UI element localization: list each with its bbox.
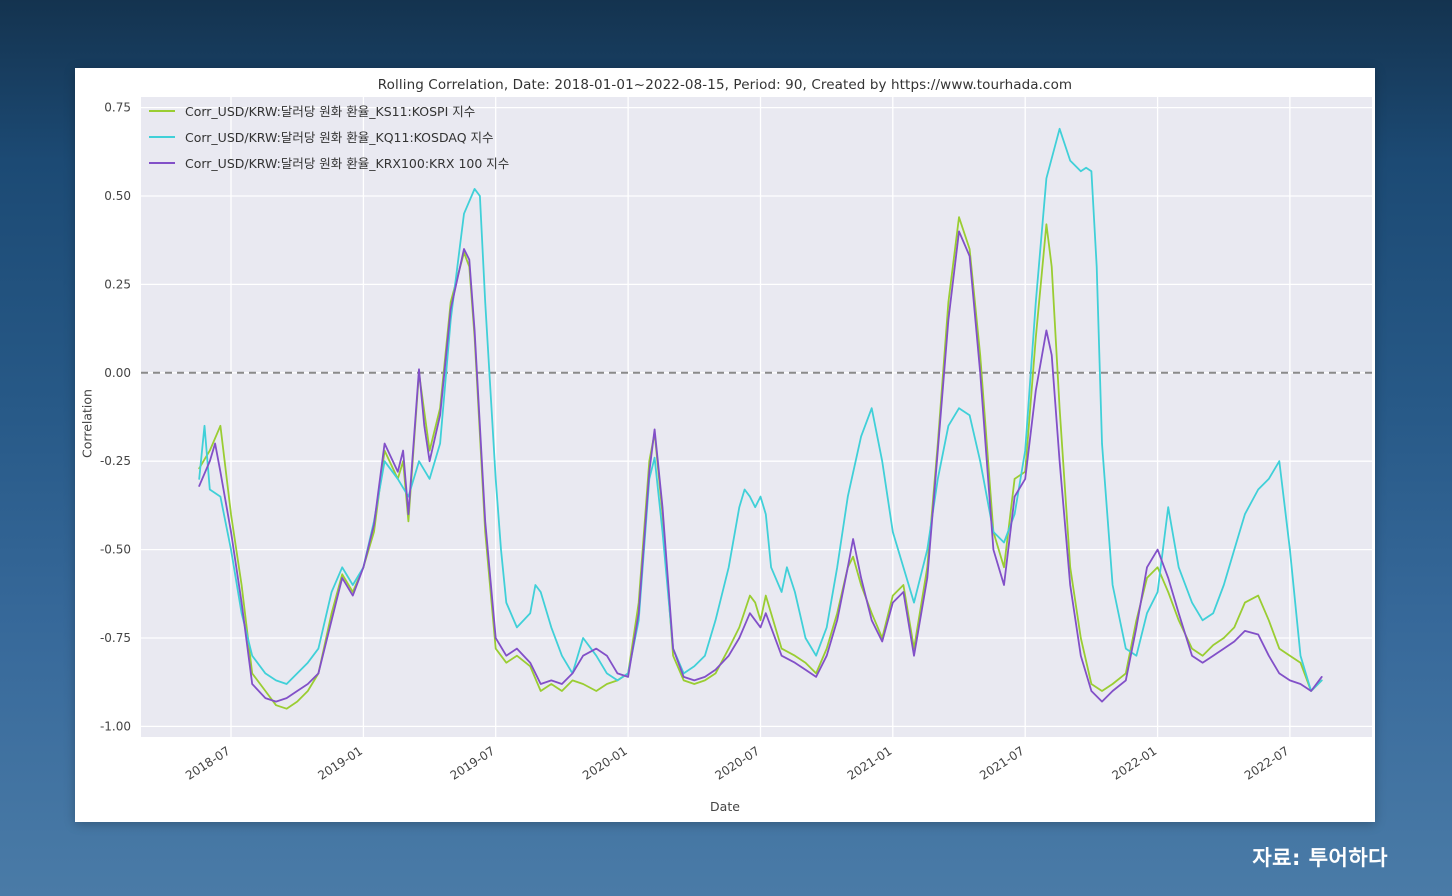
svg-text:0.75: 0.75: [104, 101, 131, 115]
svg-text:-0.25: -0.25: [100, 454, 131, 468]
svg-text:2019-07: 2019-07: [448, 744, 498, 783]
svg-text:2022-07: 2022-07: [1242, 744, 1292, 783]
chart-svg: 2018-07 2019-01 2019-07 2020-01 2020-07 2021-…: [100, 97, 1372, 783]
svg-text:-0.75: -0.75: [100, 631, 131, 645]
svg-text:2019-01: 2019-01: [315, 744, 365, 783]
svg-text:0.00: 0.00: [104, 366, 131, 380]
legend-item-kosdaq: Corr_USD/KRW:달러당 원화 환율_KQ11:KOSDAQ 지수: [149, 127, 509, 146]
kosdaq-line-swatch-icon: [149, 135, 175, 138]
svg-text:2020-07: 2020-07: [712, 744, 762, 783]
chart-card: Rolling Correlation, Date: 2018-01-01~20…: [75, 68, 1375, 822]
svg-text:0.50: 0.50: [104, 189, 131, 203]
legend-label-kosdaq: Corr_USD/KRW:달러당 원화 환율_KQ11:KOSDAQ 지수: [185, 130, 494, 145]
svg-text:-1.00: -1.00: [100, 719, 131, 733]
svg-text:2021-07: 2021-07: [977, 744, 1027, 783]
svg-text:2021-01: 2021-01: [845, 744, 895, 783]
chart-legend: Corr_USD/KRW:달러당 원화 환율_KS11:KOSPI 지수 Cor…: [149, 101, 509, 172]
kospi-line-swatch-icon: [149, 109, 175, 112]
chart-title: Rolling Correlation, Date: 2018-01-01~20…: [377, 77, 1073, 93]
legend-label-kospi: Corr_USD/KRW:달러당 원화 환율_KS11:KOSPI 지수: [185, 104, 476, 119]
krx100-line-swatch-icon: [149, 161, 175, 164]
svg-text:2022-01: 2022-01: [1110, 744, 1160, 783]
svg-text:0.25: 0.25: [104, 277, 131, 291]
x-axis-label: Date: [710, 799, 740, 814]
legend-item-kospi: Corr_USD/KRW:달러당 원화 환율_KS11:KOSPI 지수: [149, 101, 509, 120]
y-axis-label: Correlation: [79, 389, 95, 458]
legend-label-krx100: Corr_USD/KRW:달러당 원화 환율_KRX100:KRX 100 지수: [185, 156, 510, 171]
svg-text:2020-01: 2020-01: [580, 744, 630, 783]
svg-text:-0.50: -0.50: [100, 543, 131, 557]
source-caption: 자료: 투어하다: [1252, 846, 1388, 870]
legend-item-krx100: Corr_USD/KRW:달러당 원화 환율_KRX100:KRX 100 지수: [149, 153, 509, 172]
svg-text:2018-07: 2018-07: [183, 744, 233, 783]
